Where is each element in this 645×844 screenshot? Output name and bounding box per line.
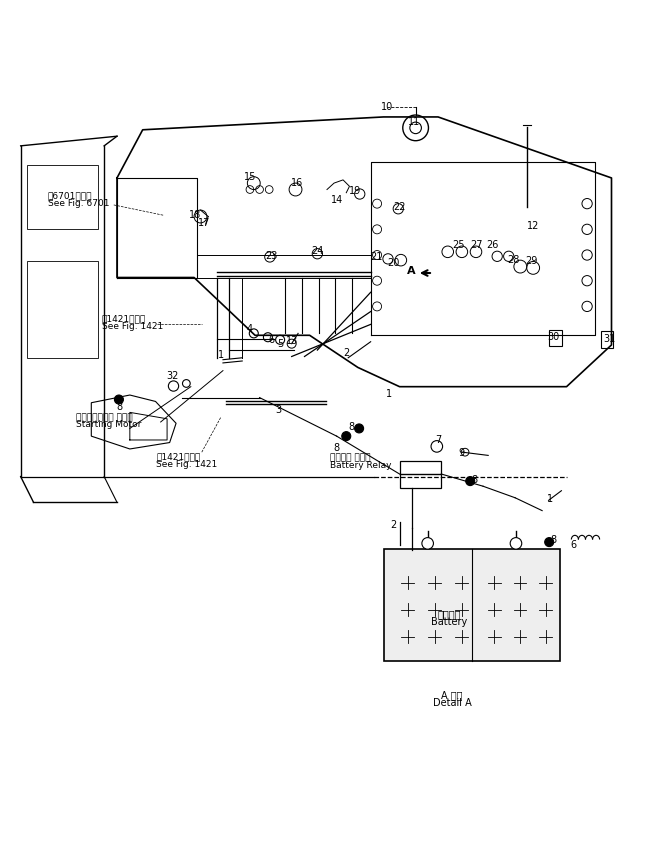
Text: 1: 1 [548,494,553,504]
Text: See Fig. 1421: See Fig. 1421 [156,460,217,469]
Circle shape [422,538,433,549]
Text: 18: 18 [189,210,201,220]
Text: 第1421図参照: 第1421図参照 [101,315,146,324]
Bar [27,165,98,230]
Circle shape [545,538,553,547]
Text: 8: 8 [348,422,355,432]
Text: 1: 1 [386,389,392,398]
Text: 31: 31 [604,333,616,344]
Circle shape [114,395,123,404]
Circle shape [355,424,364,433]
Bar [549,329,562,346]
Polygon shape [92,395,176,449]
Text: 3: 3 [276,405,282,414]
Text: 20: 20 [387,258,399,268]
Text: 16: 16 [291,178,303,188]
Text: 27: 27 [470,241,483,251]
Text: 8: 8 [117,402,123,412]
Text: See Fig. 6701: See Fig. 6701 [48,198,109,208]
Circle shape [342,431,351,441]
Text: 11: 11 [408,117,420,127]
Circle shape [466,477,475,485]
Text: 19: 19 [348,186,361,196]
Text: 13: 13 [286,336,299,346]
Text: Starting Motor: Starting Motor [76,420,141,429]
Text: 15: 15 [244,171,256,181]
Circle shape [510,538,522,549]
Text: 8: 8 [471,475,478,485]
Text: 28: 28 [508,255,520,265]
Text: See Fig. 1421: See Fig. 1421 [101,322,163,331]
Text: 22: 22 [393,202,406,212]
Text: 14: 14 [330,196,342,205]
Text: 8: 8 [333,443,340,453]
Text: 2: 2 [343,349,350,359]
Text: 第6701図参照: 第6701図参照 [48,192,92,200]
Text: 5: 5 [277,338,283,349]
Text: 32: 32 [166,371,179,381]
Text: 25: 25 [452,241,465,251]
Text: A 詳細: A 詳細 [441,690,463,701]
Text: 30: 30 [548,333,560,342]
Text: A: A [407,266,415,276]
Bar [27,262,98,358]
Text: 6: 6 [570,539,576,549]
Text: 1: 1 [218,349,224,360]
Bar [384,549,560,661]
Text: 6: 6 [268,335,274,345]
Text: Battery Relay: Battery Relay [330,461,392,469]
Text: 26: 26 [486,241,499,251]
Text: 12: 12 [527,221,539,231]
Text: Battery: Battery [431,617,467,627]
Text: バッテリ: バッテリ [437,609,461,619]
Text: スターティング モータ: スターティング モータ [76,413,132,422]
Text: 17: 17 [197,218,210,228]
Text: バッテリ リレー: バッテリ リレー [330,453,371,463]
Text: 21: 21 [370,252,382,262]
Text: 2: 2 [390,520,396,530]
Text: Detail A: Detail A [433,698,471,708]
Text: 8: 8 [551,534,557,544]
Text: 9: 9 [459,448,465,457]
Text: 4: 4 [247,324,253,334]
Text: 23: 23 [265,251,277,261]
Text: 24: 24 [311,246,324,257]
Text: 7: 7 [435,435,441,445]
Bar [399,461,441,488]
Bar [600,331,613,348]
Text: 10: 10 [381,102,393,112]
Text: 第1421図参照: 第1421図参照 [156,453,201,462]
Text: 29: 29 [525,257,537,267]
